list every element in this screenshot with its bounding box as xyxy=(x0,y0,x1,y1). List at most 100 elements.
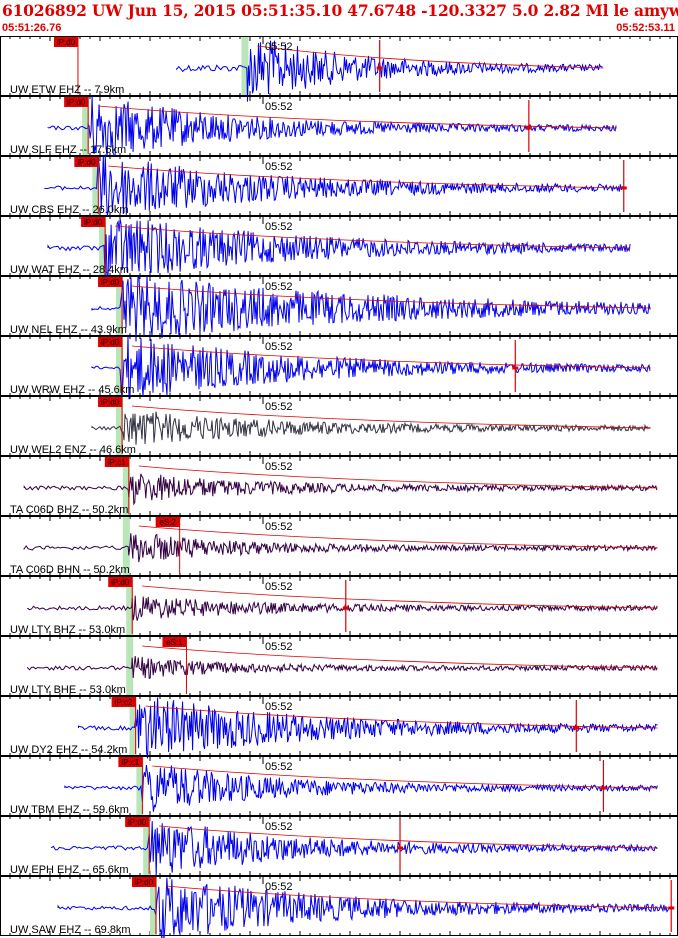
waveform xyxy=(57,877,671,938)
channel-label: UW TBM EHZ -- 59.6km xyxy=(10,804,129,816)
start-time: 05:51:26.76 xyxy=(2,22,62,34)
pick-flag[interactable] xyxy=(118,757,143,767)
pick-flag[interactable] xyxy=(155,517,180,527)
end-time: 05:52:53.11 xyxy=(616,22,675,34)
pick-flag[interactable] xyxy=(98,397,123,407)
time-ticks xyxy=(9,216,671,276)
time-ticks xyxy=(9,396,671,456)
trace-row: iP:d0 05:52 UW WRW EHZ -- 45.6km xyxy=(0,334,678,401)
pick-label: iP:d0 xyxy=(57,38,76,47)
pick-window xyxy=(82,97,90,155)
waveform xyxy=(91,334,651,401)
waveform xyxy=(27,595,658,621)
minute-label: 05:52 xyxy=(265,161,293,173)
waveform xyxy=(47,95,617,157)
pick-flag[interactable] xyxy=(125,817,150,827)
channel-label: UW ETW EHZ -- 7.9km xyxy=(10,84,124,96)
channel-label: UW LTY BHZ -- 53.0km xyxy=(10,624,125,636)
waveform xyxy=(23,473,658,506)
time-ticks xyxy=(9,576,671,636)
coda-line xyxy=(257,45,604,69)
coda-line xyxy=(142,645,658,669)
trace-row: iP:d0 05:52 UW LTY BHZ -- 53.0km xyxy=(0,576,678,636)
pick-window xyxy=(143,817,151,875)
trace-row: iP:c1 05:52 UW TBM EHZ -- 59.6km xyxy=(0,756,678,816)
time-ticks xyxy=(9,636,671,696)
waveform xyxy=(176,40,603,102)
coda-line xyxy=(138,525,658,549)
coda-line xyxy=(115,225,631,249)
waveform xyxy=(78,697,658,759)
trace-row: iP:d0 05:52 UW SLF EHZ -- 17.6km xyxy=(0,95,678,157)
waveform xyxy=(91,275,651,342)
trace-row: iP:d0 05:52 UW CBS EHZ -- 26.0km xyxy=(0,154,678,216)
minute-label: 05:52 xyxy=(265,821,293,833)
trace-row: iP:d0 05:52 UW SAW EHZ -- 69.8km xyxy=(0,876,678,938)
pick-window xyxy=(126,637,134,695)
waveform xyxy=(27,656,658,680)
pick-window xyxy=(116,277,124,335)
pick-flag[interactable] xyxy=(74,157,99,167)
pick-flag[interactable] xyxy=(64,97,89,107)
trace-row: eS:2 05:52 TA C06D BHN -- 50.2km xyxy=(0,516,678,576)
pick-label: eS:2 xyxy=(159,518,176,527)
coda-line xyxy=(132,405,651,429)
minute-label: 05:52 xyxy=(265,581,293,593)
trace-row: iP:d0 05:52 UW WEL2 ENZ -- 46.6km xyxy=(0,396,678,456)
pick-label: iP:d0 xyxy=(101,398,120,407)
coda-line xyxy=(152,765,658,789)
time-ticks xyxy=(9,276,671,336)
channel-label: UW EPH EHZ -- 65.6km xyxy=(10,864,129,876)
trace-row: iP:c2 05:52 UW DY2 EHZ -- 54.2km xyxy=(0,696,678,759)
pick-window xyxy=(116,337,124,395)
coda-line xyxy=(132,345,651,369)
waveform xyxy=(47,218,631,282)
channel-label: UW NEL EHZ -- 43.9km xyxy=(10,324,127,336)
trace-row: eS:1 05:52 UW LTY BHE -- 53.0km xyxy=(0,636,678,696)
minute-label: 05:52 xyxy=(265,401,293,413)
pick-label: iP:d0 xyxy=(128,818,147,827)
pick-flag[interactable] xyxy=(162,637,187,647)
time-ticks xyxy=(9,336,671,396)
minute-label: 05:52 xyxy=(265,101,293,113)
channel-label: TA C06D BHZ -- 50.2km xyxy=(10,504,128,516)
minute-label: 05:52 xyxy=(265,221,293,233)
pick-flag[interactable] xyxy=(108,577,133,587)
pick-flag[interactable] xyxy=(111,697,136,707)
pick-window xyxy=(241,37,249,95)
time-ticks xyxy=(9,516,671,576)
trace-row: iP:d0 05:52 UW WAT EHZ -- 28.4km xyxy=(0,216,678,282)
minute-label: 05:52 xyxy=(265,461,293,473)
minute-label: 05:52 xyxy=(265,641,293,653)
waveform xyxy=(64,765,658,812)
minute-label: 05:52 xyxy=(265,41,293,53)
pick-flag[interactable] xyxy=(98,277,123,287)
event-title: 61026892 UW Jun 15, 2015 05:51:35.10 47.… xyxy=(2,1,678,20)
waveform xyxy=(44,154,624,216)
channel-label: UW DY2 EHZ -- 54.2km xyxy=(10,744,127,756)
coda-line xyxy=(165,885,672,909)
waveform xyxy=(23,533,657,563)
time-ticks xyxy=(9,756,671,816)
time-ticks xyxy=(9,456,671,516)
waveform xyxy=(91,411,651,445)
time-ticks xyxy=(9,36,671,96)
pick-flag[interactable] xyxy=(104,457,129,467)
pick-flag[interactable] xyxy=(81,217,106,227)
minute-label: 05:52 xyxy=(265,521,293,533)
pick-window xyxy=(129,697,137,755)
time-ticks xyxy=(9,696,671,756)
minute-label: 05:52 xyxy=(265,281,293,293)
minute-label: 05:52 xyxy=(265,701,293,713)
pick-label: iP:d0 xyxy=(67,98,86,107)
trace-row: iP:c1 05:52 TA C06D BHZ -- 50.2km xyxy=(0,456,678,516)
channel-label: UW WRW EHZ -- 45.6km xyxy=(10,384,134,396)
pick-label: iP:c2 xyxy=(115,698,133,707)
pick-flag[interactable] xyxy=(53,37,78,47)
pick-flag[interactable] xyxy=(131,877,156,887)
minute-label: 05:52 xyxy=(265,341,293,353)
coda-line xyxy=(145,705,658,729)
minute-label: 05:52 xyxy=(265,881,293,893)
pick-label: iP:d0 xyxy=(101,278,120,287)
pick-flag[interactable] xyxy=(98,337,123,347)
